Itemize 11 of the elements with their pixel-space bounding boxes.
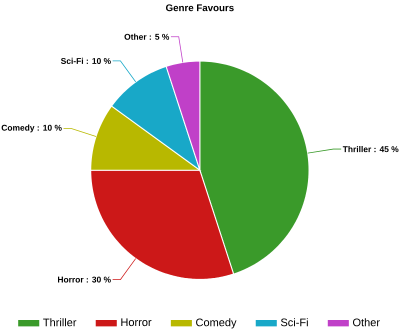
chart-title: Genre Favours	[166, 4, 234, 12]
data-label: Thriller : 45 %	[342, 146, 398, 152]
data-label: Sci-Fi : 10 %	[60, 58, 111, 64]
legend-label: Comedy	[196, 318, 236, 328]
data-label: Other : 5 %	[124, 33, 170, 40]
legend-label: Other	[353, 318, 380, 326]
legend-label: Thriller	[43, 318, 76, 326]
legend-label: Horror	[121, 318, 152, 326]
data-label: Comedy : 10 %	[2, 124, 62, 132]
data-label: Horror : 30 %	[58, 276, 111, 282]
legend-label: Sci-Fi	[280, 318, 308, 326]
